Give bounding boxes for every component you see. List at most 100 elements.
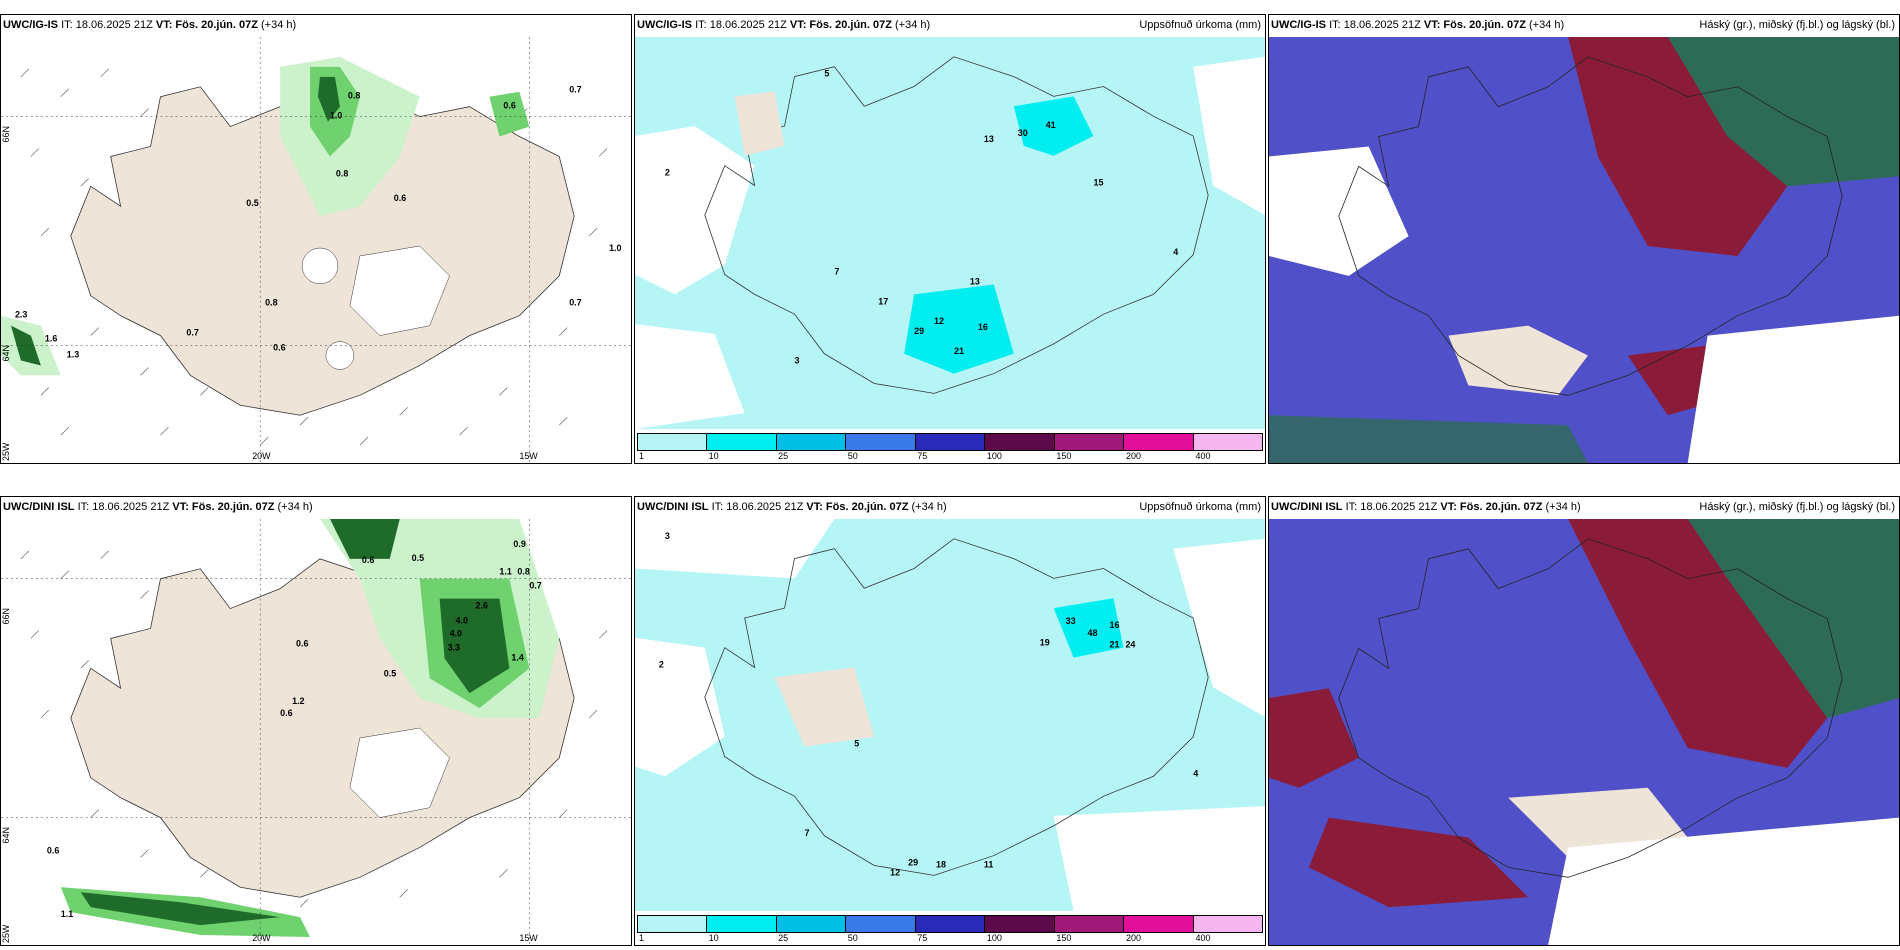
- map-area: [1269, 519, 1899, 945]
- model-name: UWC/IG-IS: [1271, 19, 1326, 31]
- rain-label: 24: [1125, 640, 1135, 650]
- colorbar-tick: 200: [1125, 933, 1141, 943]
- rain-label: 7: [834, 267, 839, 277]
- land-patch: [774, 667, 875, 747]
- model-name: UWC/IG-IS: [637, 19, 692, 31]
- precip-label: 0.6: [362, 555, 374, 565]
- mid-cloud-west: [1269, 688, 1359, 788]
- valid-label: VT:: [806, 501, 823, 513]
- model-name: UWC/DINI ISL: [3, 501, 75, 513]
- iceland-coast: [704, 538, 1209, 876]
- rain-label: 48: [1088, 628, 1098, 638]
- rain-label: 4: [1193, 768, 1198, 778]
- rain-label: 12: [934, 316, 944, 326]
- dry-area-southwest: [635, 324, 745, 429]
- lead-time: (+34 h): [895, 19, 931, 31]
- panel-precip-igis: UWC/IG-IS IT: 18.06.2025 21Z VT: Fös. 20…: [0, 14, 632, 464]
- valid-time: Fös. 20.jún. 07Z: [191, 501, 275, 513]
- panel-title: UWC/DINI ISL IT: 18.06.2025 21Z VT: Fös.…: [635, 497, 1265, 517]
- dry-area-west: [635, 637, 725, 777]
- rain-label: 5: [854, 739, 859, 749]
- mid-cloud-south: [1308, 817, 1529, 908]
- colorbar-swatch: [985, 434, 1055, 450]
- lead-time: (+34 h): [1545, 501, 1581, 513]
- low-cloud-gap: [1269, 146, 1409, 276]
- valid-label: VT:: [155, 19, 173, 31]
- land-patch: [734, 91, 785, 156]
- colorbar-tick: 150: [1056, 451, 1072, 461]
- precip-label: 0.6: [503, 101, 515, 111]
- precip-label: 4.0: [456, 616, 468, 626]
- colorbar-tick: 25: [778, 933, 789, 943]
- axis-label-15w: 15W: [519, 933, 538, 943]
- rain-label: 13: [984, 134, 994, 144]
- precip-label: 0.8: [348, 91, 360, 101]
- rain-label: 3: [794, 356, 799, 366]
- precip-label: 2.3: [15, 310, 27, 320]
- precip-nw: [489, 91, 530, 137]
- precip-label: 0.7: [569, 85, 581, 95]
- rain-label: 13: [970, 277, 980, 287]
- colorbar-swatch: [776, 434, 847, 450]
- lead-time: (+34 h): [911, 501, 947, 513]
- colorbar-tick: 150: [1056, 933, 1072, 943]
- high-cloud-sw: [1269, 415, 1588, 463]
- dry-area-north: [635, 519, 835, 579]
- map-area: 0.9 0.5 0.6 1.1 0.8 2.6 4.0 3.3 1.4 1.2 …: [1, 519, 631, 945]
- init-time: IT: 18.06.2025 21Z: [61, 19, 153, 31]
- model-name: UWC/DINI ISL: [637, 501, 709, 513]
- axis-label-64n: 64N: [1, 345, 11, 361]
- colorbar: 1 10 25 50 75 100 150 200 400: [635, 431, 1265, 463]
- map-svg: [1269, 519, 1899, 945]
- mid-cloud-band: [1568, 37, 1788, 256]
- valid-time: Fös. 20.jún. 07Z: [825, 501, 909, 513]
- colorbar-swatch: [707, 916, 777, 932]
- colorbar-tick: 10: [708, 933, 719, 943]
- panel-rain-igis: UWC/IG-IS IT: 18.06.2025 21Z VT: Fös. 20…: [634, 14, 1266, 464]
- precip-label: 0.7: [186, 328, 198, 338]
- precip-label: 0.8: [336, 168, 348, 178]
- precip-label: 1.1: [499, 567, 511, 577]
- map-svg: 41 30 13 17 29 12 21 16 15 13 2 5 7 3 4: [635, 37, 1265, 429]
- valid-label: VT:: [172, 501, 189, 513]
- init-time: IT: 18.06.2025 21Z: [695, 19, 787, 31]
- rain-label: 33: [1066, 616, 1076, 626]
- colorbar-swatch: [707, 434, 777, 450]
- high-cloud-ne: [1647, 37, 1899, 187]
- axis-label-25w: 25W: [1, 442, 11, 461]
- colorbar-labels: 1 10 25 50 75 100 150 200 400: [637, 450, 1263, 462]
- colorbar-swatch: [1124, 916, 1194, 932]
- precip-north-core: [329, 519, 400, 559]
- rain-label: 2: [665, 168, 670, 178]
- rain-label: 19: [1040, 638, 1050, 648]
- heavy-rain-east: [1013, 96, 1094, 156]
- rain-label: 4: [1173, 247, 1178, 257]
- precip-label: 1.3: [67, 350, 79, 360]
- precip-label: 3.3: [448, 642, 460, 652]
- valid-label: VT:: [1440, 501, 1457, 513]
- iceland-coast: [704, 56, 1209, 394]
- colorbar-swatch: [846, 916, 916, 932]
- precip-label: 0.5: [384, 668, 396, 678]
- map-svg: [1269, 37, 1899, 463]
- rain-label: 21: [954, 346, 964, 356]
- precip-label: 0.7: [569, 298, 581, 308]
- rain-label: 30: [1018, 128, 1028, 138]
- colorbar-tick: 1: [639, 933, 645, 943]
- iceland-coast: [1338, 538, 1843, 878]
- map-svg: 0.9 0.5 0.6 1.1 0.8 2.6 4.0 3.3 1.4 1.2 …: [1, 519, 631, 945]
- panel-clouds-dini: UWC/DINI ISL IT: 18.06.2025 21Z VT: Fös.…: [1268, 496, 1900, 946]
- colorbar-tick: 1: [639, 451, 645, 461]
- glacier-hofs: [325, 341, 355, 370]
- precip-label: 0.5: [412, 553, 424, 563]
- mid-cloud-band: [1568, 519, 1828, 768]
- colorbar-swatch: [846, 434, 916, 450]
- colorbar-tick: 75: [917, 451, 928, 461]
- valid-time: Fös. 20.jún. 07Z: [1459, 501, 1543, 513]
- precip-label: 0.7: [529, 581, 541, 591]
- colorbar-tick: 100: [986, 451, 1002, 461]
- precip-label: 0.5: [246, 198, 258, 208]
- precip-label: 0.6: [394, 193, 406, 203]
- valid-label: VT:: [789, 19, 807, 31]
- colorbar: 1 10 25 50 75 100 150 200 400: [635, 913, 1265, 945]
